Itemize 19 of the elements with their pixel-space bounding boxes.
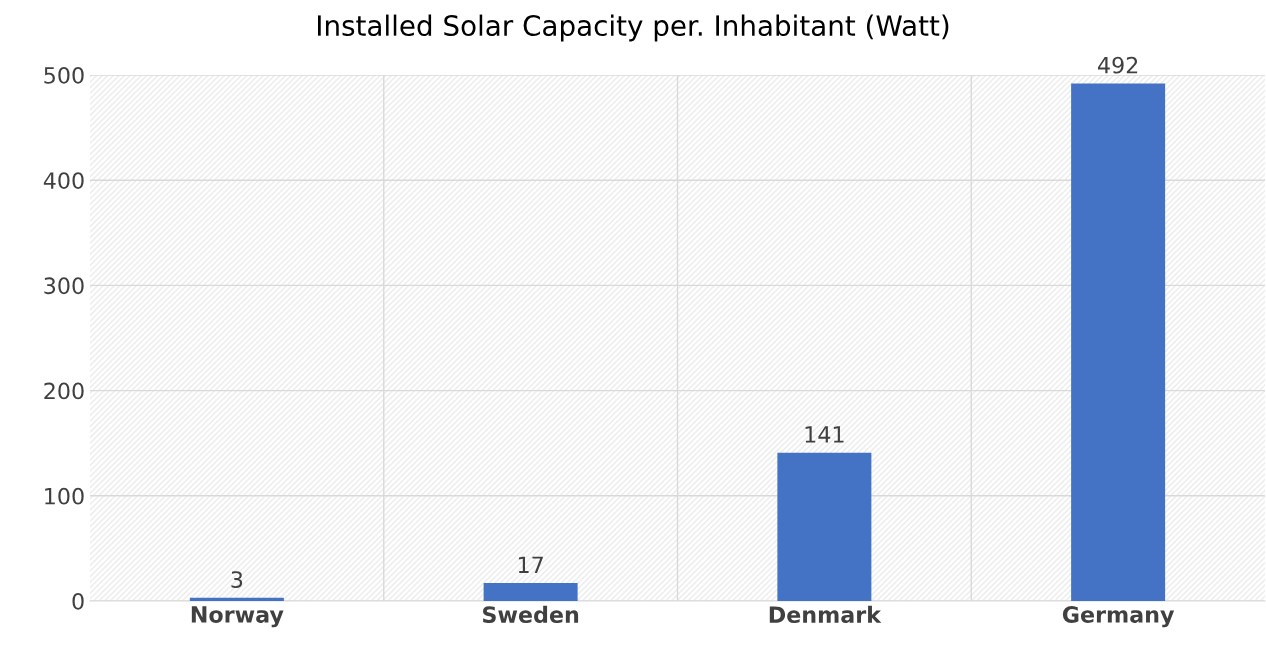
- bar: [483, 583, 578, 601]
- y-tick-label: 500: [44, 66, 84, 84]
- data-label: 141: [805, 426, 844, 443]
- y-tick-label: 400: [43, 172, 84, 189]
- data-label: 492: [1098, 56, 1138, 74]
- data-label: 3: [231, 571, 243, 588]
- x-tick-label: Germany: [1062, 606, 1175, 628]
- data-label: 17: [518, 556, 543, 573]
- y-tick-label: 0: [72, 592, 84, 610]
- y-tick-label: 300: [44, 277, 84, 295]
- x-tick-label: Sweden: [483, 605, 579, 624]
- chart-title: Installed Solar Capacity per. Inhabitant (Watt): [317, 14, 949, 42]
- bar: [189, 597, 284, 601]
- bar: [1071, 83, 1166, 601]
- y-tick-label: 200: [44, 382, 84, 400]
- x-tick-label: Norway: [191, 606, 284, 628]
- x-tick-label: Denmark: [769, 605, 882, 624]
- bar: [777, 452, 872, 601]
- y-tick-label: 100: [45, 487, 84, 505]
